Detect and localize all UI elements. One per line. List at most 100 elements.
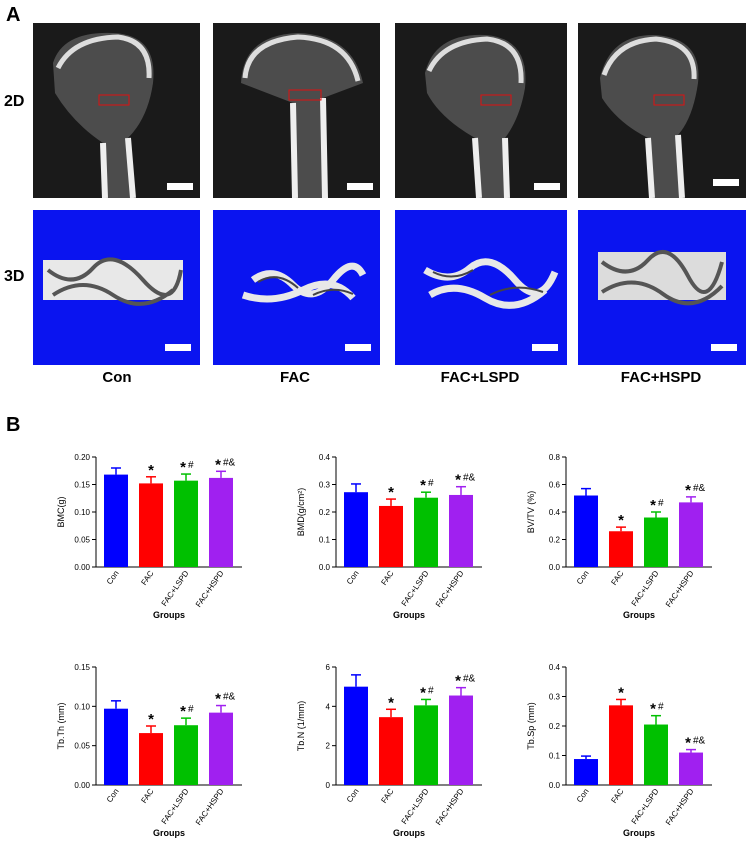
y-tick-label: 0.2	[549, 722, 561, 731]
y-tick-label: 0.00	[74, 563, 90, 572]
y-tick-label: 4	[326, 702, 331, 711]
significance-mark: *	[420, 477, 426, 494]
x-tick-label: FAC	[379, 569, 395, 587]
significance-mark: *	[148, 711, 154, 728]
significance-mark: #	[188, 704, 194, 715]
x-axis-label: Groups	[393, 610, 425, 620]
x-tick-label: Con	[575, 569, 591, 586]
bar-fac-hspd	[449, 695, 473, 785]
y-axis-label: Tb.Sp (mm)	[526, 702, 536, 750]
femur-2d-illustration	[600, 35, 739, 198]
bar-fac-lspd	[414, 497, 438, 567]
y-tick-label: 0.4	[549, 663, 561, 672]
bar-fac-hspd	[679, 752, 703, 785]
group-label-fac: FAC	[280, 369, 310, 386]
trabecular-3d-illustration	[241, 262, 371, 351]
significance-mark: #	[658, 498, 664, 509]
bar-con	[574, 495, 598, 567]
y-tick-label: 0.2	[549, 536, 561, 545]
x-tick-label: FAC+HSPD	[434, 787, 466, 827]
y-tick-label: 0.05	[74, 536, 90, 545]
x-tick-label: Con	[345, 569, 361, 586]
trabecular-3d-illustration	[598, 249, 737, 351]
significance-mark: #	[188, 460, 194, 471]
y-tick-label: 0.3	[549, 693, 561, 702]
y-axis-label: BV/TV (%)	[526, 491, 536, 534]
bar-fac-lspd	[644, 724, 668, 785]
group-label-fac-lspd: FAC+LSPD	[440, 369, 520, 386]
y-tick-label: 0.05	[74, 742, 90, 751]
significance-mark: *	[455, 673, 461, 690]
y-tick-label: 0.20	[74, 453, 90, 462]
y-tick-label: 0.15	[74, 663, 90, 672]
y-tick-label: 2	[326, 742, 331, 751]
bar-con	[344, 492, 368, 567]
y-axis-label: Tb.Th (mm)	[56, 703, 66, 750]
significance-mark: *	[180, 703, 186, 720]
ct-3d-image-fac-hspd	[578, 210, 746, 365]
significance-mark: #&	[223, 692, 236, 703]
row-label-3d: 3D	[4, 268, 25, 285]
y-tick-label: 0.0	[549, 781, 561, 790]
ct-3d-image-con	[33, 210, 200, 365]
x-tick-label: FAC	[609, 787, 625, 805]
significance-mark: *	[650, 701, 656, 718]
significance-mark: #&	[223, 457, 236, 468]
significance-mark: *	[618, 512, 624, 529]
x-tick-label: Con	[575, 787, 591, 804]
group-label-fac-hspd: FAC+HSPD	[620, 369, 702, 386]
bar-fac-lspd	[174, 480, 198, 567]
y-tick-label: 0.8	[549, 453, 561, 462]
y-tick-label: 0.0	[549, 563, 561, 572]
row-label-2d: 2D	[4, 93, 25, 110]
significance-mark: *	[685, 735, 691, 752]
x-tick-label: FAC+LSPD	[400, 787, 431, 826]
x-axis-label: Groups	[393, 828, 425, 838]
x-tick-label: Con	[105, 569, 121, 586]
trabecular-3d-illustration	[423, 258, 559, 351]
bar-con	[104, 708, 128, 785]
x-tick-label: FAC+HSPD	[664, 569, 696, 609]
y-tick-label: 0.00	[74, 781, 90, 790]
y-tick-label: 0.4	[319, 453, 331, 462]
bar-fac	[609, 531, 633, 567]
chart-tbsp: 0.00.10.20.30.4Tb.Sp (mm)Con*FAC* #FAC+LS…	[526, 663, 712, 838]
ct-2d-image-con	[33, 23, 200, 198]
panel-label-a: A	[6, 4, 21, 26]
significance-mark: #	[428, 685, 434, 696]
bar-fac-hspd	[679, 502, 703, 567]
femur-2d-illustration	[425, 34, 560, 198]
x-tick-label: FAC+LSPD	[160, 787, 191, 826]
significance-mark: *	[650, 497, 656, 514]
x-axis-label: Groups	[153, 610, 185, 620]
y-axis-label: BMC(g)	[56, 496, 66, 527]
x-tick-label: FAC+LSPD	[630, 569, 661, 608]
significance-mark: #	[428, 478, 434, 489]
chart-bvtv: 0.00.20.40.60.8BV/TV (%)Con*FAC* #FAC+LSP…	[526, 453, 712, 620]
y-tick-label: 0.0	[319, 563, 331, 572]
bar-fac-lspd	[414, 705, 438, 785]
ct-2d-image-fac-hspd	[578, 23, 746, 198]
ct-3d-image-fac-lspd	[395, 210, 567, 365]
panel-label-b: B	[6, 414, 21, 436]
significance-mark: #&	[463, 473, 476, 484]
x-tick-label: FAC+LSPD	[630, 787, 661, 826]
bar-fac-hspd	[209, 477, 233, 567]
bar-fac-hspd	[449, 494, 473, 567]
x-tick-label: FAC+LSPD	[160, 569, 191, 608]
bar-con	[104, 474, 128, 567]
significance-mark: *	[455, 472, 461, 489]
y-tick-label: 0.15	[74, 481, 90, 490]
x-axis-label: Groups	[623, 828, 655, 838]
significance-mark: *	[215, 456, 221, 473]
x-tick-label: FAC+HSPD	[664, 787, 696, 827]
bar-fac	[139, 733, 163, 785]
x-tick-label: Con	[105, 787, 121, 804]
significance-mark: *	[618, 684, 624, 701]
significance-mark: *	[215, 691, 221, 708]
ct-3d-image-fac	[213, 210, 380, 365]
significance-mark: *	[388, 694, 394, 711]
